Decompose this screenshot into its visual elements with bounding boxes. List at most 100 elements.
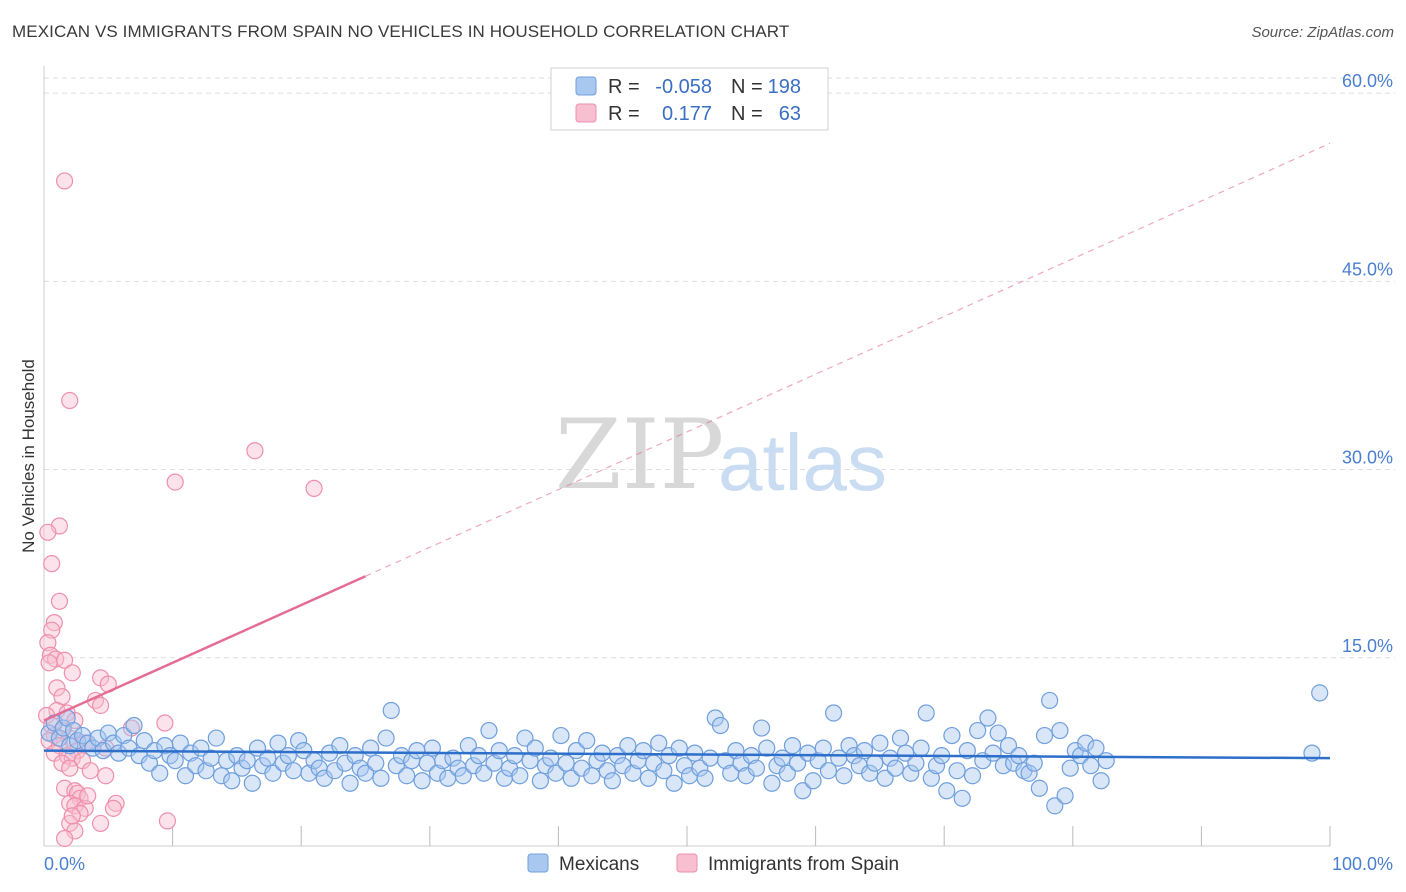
mexicans-point-172 (917, 704, 935, 722)
tick-labels: 15.0% 30.0% 45.0% 60.0% 0.0% 100.0% (44, 71, 1393, 874)
mexicans-point-166 (886, 759, 904, 777)
mexicans-point-106 (578, 731, 596, 750)
mexicans-point-69 (387, 757, 405, 775)
spain-point-56 (158, 812, 177, 830)
mexicans-point-127 (686, 744, 704, 762)
gridlines (44, 77, 1395, 659)
spain-point-53 (76, 799, 94, 817)
source-label: Source: ZipAtlas.com (1251, 24, 1394, 41)
spain-point-16 (63, 664, 81, 682)
mexicans-point-103 (562, 769, 580, 787)
spain-point-22 (91, 696, 110, 715)
mexicans-point-101 (552, 726, 570, 745)
mexicans-point-45 (264, 764, 282, 782)
mexicans-point-63 (356, 764, 375, 782)
mexicans-point-100 (547, 764, 565, 782)
mexicans-point-154 (825, 704, 843, 722)
mexicans-point-65 (367, 754, 385, 772)
mexicans-point-37 (223, 772, 241, 790)
mexicans-point-192 (1020, 764, 1038, 782)
y-axis-label: No Vehicles in Household (19, 359, 38, 553)
mexicans-point-140 (752, 719, 771, 737)
x-tick-label-1: 100.0% (1332, 854, 1393, 874)
spain-point-2 (246, 442, 264, 460)
mexicans-point-148 (794, 782, 812, 800)
mexicans-point-208 (1311, 684, 1329, 702)
spain-point-8 (50, 592, 69, 610)
legend-r-value-mexicans: -0.058 (655, 76, 712, 98)
mexicans-point-67 (377, 729, 395, 747)
mexicans-point-179 (953, 789, 971, 807)
legend-n-label-mexicans: N = (731, 76, 763, 98)
mexicans-point-167 (891, 729, 910, 747)
mexicans-point-173 (922, 769, 940, 787)
mexicans-point-177 (943, 726, 961, 745)
mexicans-point-162 (866, 754, 884, 772)
mexicans-point-181 (963, 767, 982, 785)
mexicans-point-182 (969, 721, 987, 740)
mexicans-point-18 (125, 716, 143, 735)
mexicans-point-88 (485, 754, 503, 772)
mexicans-point-171 (912, 739, 930, 757)
mexicans-point-178 (948, 762, 966, 780)
mexicans-point-60 (341, 774, 359, 792)
mexicans-point-120 (650, 734, 668, 752)
mexicans-point-50 (290, 731, 308, 750)
mexicans-point-153 (819, 762, 838, 780)
mexicans-point-29 (182, 744, 200, 762)
legend-n-label-spain: N = (731, 103, 763, 125)
mexicans-point-21 (140, 754, 159, 772)
mexicans-point-197 (1046, 797, 1064, 815)
mexicans-point-115 (624, 764, 642, 782)
mexicans-point-30 (187, 757, 205, 775)
mexicans-point-93 (511, 767, 529, 785)
mexicans-point-6 (64, 721, 83, 740)
spain-point-15 (40, 654, 58, 672)
mexicans-point-180 (958, 742, 976, 760)
y-tick-label-0: 15.0% (1342, 636, 1393, 656)
mexicans-point-52 (300, 764, 318, 782)
legend-r-value-spain: 0.177 (662, 103, 712, 125)
mexicans-point-188 (999, 737, 1018, 755)
mexicans-point-176 (938, 782, 956, 800)
spain-point-6 (39, 523, 57, 541)
legend-swatch-mexicans (575, 76, 597, 96)
mexicans-point-20 (135, 731, 153, 750)
mexicans-point-114 (619, 737, 637, 755)
x-tick-label-0: 0.0% (44, 854, 85, 874)
spain-point-43 (61, 759, 79, 777)
bottom-legend-spain: Immigrants from Spain (708, 854, 899, 875)
watermark-atlas: atlas (718, 418, 887, 507)
mexicans-point-82 (454, 767, 472, 785)
spain-trend-dashed (365, 142, 1331, 577)
axes (43, 66, 1331, 847)
spain-point-46 (55, 779, 74, 797)
bottom-legend-swatch-mexicans (527, 853, 549, 873)
mexicans-point-16 (115, 726, 133, 745)
spain-point-44 (81, 762, 99, 780)
legend-swatch-spain (575, 103, 597, 123)
mexicans-point-157 (840, 737, 858, 755)
mexicans-point-199 (1056, 787, 1074, 805)
mexicans-point-204 (1082, 757, 1100, 775)
mexicans-trend-solid (43, 749, 1331, 760)
mexicans-point-49 (284, 762, 303, 780)
watermark-zip: ZIP (555, 399, 724, 511)
mexicans-point-118 (639, 769, 658, 787)
mexicans-point-48 (279, 747, 297, 765)
spain-point-19 (48, 679, 66, 697)
mexicans-point-96 (526, 739, 544, 757)
legend-r-label-spain: R = (608, 103, 640, 125)
mexicans-point-71 (398, 767, 416, 785)
mexicans-point-89 (490, 742, 508, 760)
series-mexicans-points (40, 684, 1329, 815)
mexicans-point-92 (506, 747, 524, 765)
legend-box (550, 67, 829, 131)
mexicans-point-86 (475, 764, 493, 782)
mexicans-point-34 (207, 729, 225, 747)
trend-lines (43, 142, 1331, 760)
series-legend: Mexicans Immigrants from Spain (527, 853, 899, 875)
mexicans-point-156 (835, 767, 853, 785)
spain-point-1 (61, 391, 79, 410)
